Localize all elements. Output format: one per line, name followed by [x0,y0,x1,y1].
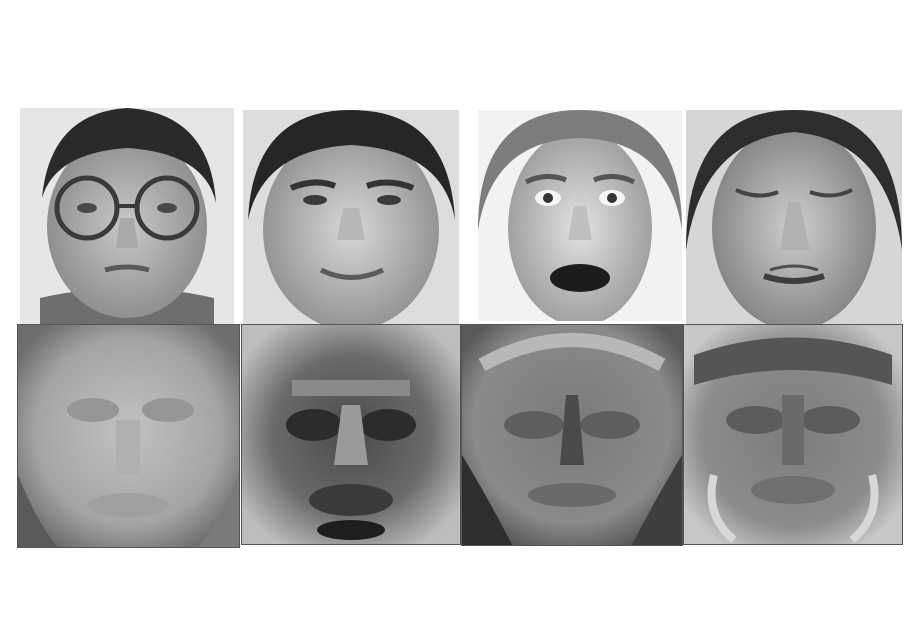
eigenface-4-image [684,325,902,544]
face-photo-4 [686,110,902,324]
face-photo-3-image [478,110,682,321]
eigenface-3-image [462,325,682,545]
face-photo-2 [243,110,459,324]
eigenface-2-image [242,325,460,544]
eigenface-4 [683,324,903,545]
eigenface-3 [461,324,683,546]
face-photo-1 [20,108,234,324]
face-photo-2-image [243,110,459,324]
eigenface-1 [17,324,240,548]
eigenface-2 [241,324,461,545]
face-photo-1-image [20,108,234,324]
eigenface-1-image [18,325,239,547]
face-photo-3 [478,110,682,321]
face-photo-4-image [686,110,902,324]
